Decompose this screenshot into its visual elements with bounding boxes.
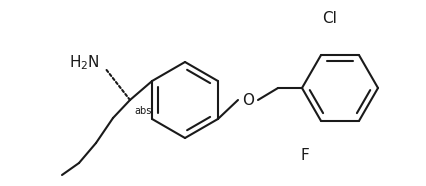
Text: abs: abs xyxy=(134,106,151,116)
Text: O: O xyxy=(242,92,253,108)
Text: Cl: Cl xyxy=(322,10,337,25)
Text: F: F xyxy=(300,147,309,163)
Text: H$_2$N: H$_2$N xyxy=(69,54,100,72)
